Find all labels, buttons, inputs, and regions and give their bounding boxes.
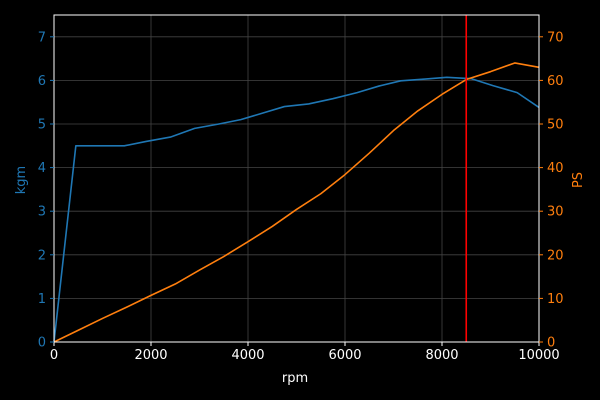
y-left-tick-label: 5	[38, 118, 46, 133]
plot-area	[53, 15, 540, 343]
y-left-tick-label: 2	[38, 248, 46, 263]
y-right-tick-label: 20	[547, 248, 564, 263]
x-tick-label: 6000	[328, 348, 361, 363]
y-left-tick-label: 4	[38, 161, 46, 176]
x-tick-label: 4000	[231, 348, 264, 363]
y-right-tick-label: 0	[547, 336, 555, 351]
series-line-right	[53, 62, 540, 343]
y-right-tick-label: 70	[547, 30, 564, 45]
x-tick-label: 10000	[518, 348, 559, 363]
y-left-tick-label: 6	[38, 74, 46, 89]
y-right-tick-label: 60	[547, 74, 564, 89]
plot-frame	[53, 14, 540, 343]
x-tick-label: 8000	[425, 348, 458, 363]
y-right-tick-label: 30	[547, 205, 564, 220]
x-tick-label: 0	[50, 348, 58, 363]
series-line-left	[53, 76, 540, 343]
y-right-axis-title: PS	[571, 172, 586, 188]
y-left-axis-title: kgm	[14, 166, 29, 194]
y-left-tick-label: 1	[38, 292, 46, 307]
y-left-tick-label: 7	[38, 30, 46, 45]
y-left-tick-label: 3	[38, 205, 46, 220]
x-tick-label: 2000	[134, 348, 167, 363]
y-right-tick-label: 10	[547, 292, 564, 307]
y-right-tick-label: 40	[547, 161, 564, 176]
y-right-tick-label: 50	[547, 118, 564, 133]
y-left-tick-label: 0	[38, 336, 46, 351]
axes: 0 2000 4000 6000 8000 10000012345670102030405…	[38, 14, 564, 363]
x-axis-title: rpm	[282, 371, 308, 386]
